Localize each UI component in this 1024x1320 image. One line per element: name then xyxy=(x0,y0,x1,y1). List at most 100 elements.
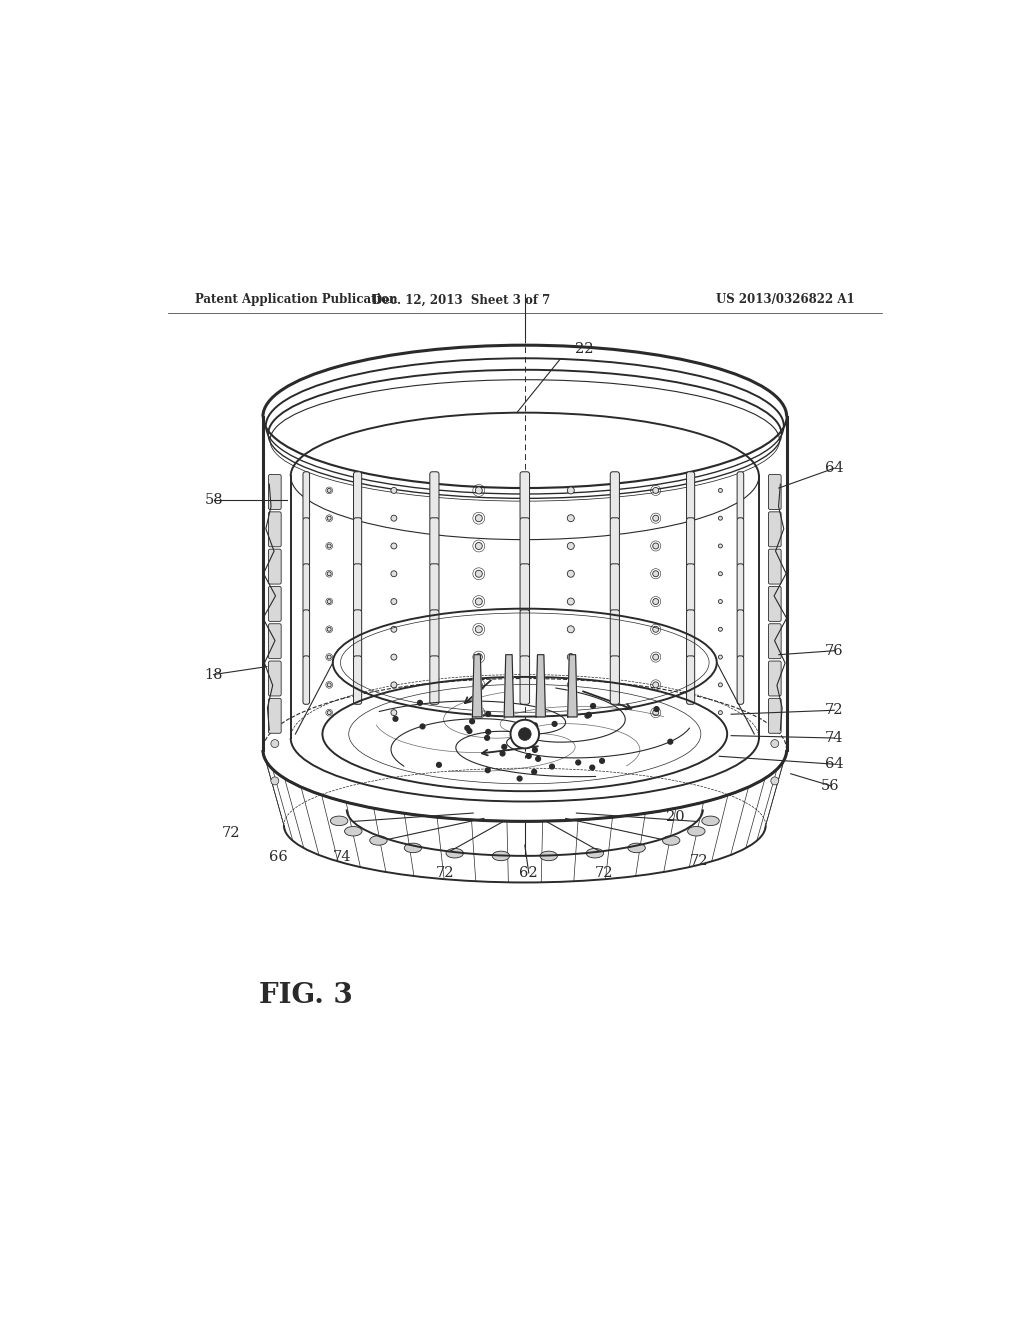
Circle shape xyxy=(719,572,722,576)
FancyBboxPatch shape xyxy=(303,656,309,705)
Circle shape xyxy=(585,713,590,718)
FancyBboxPatch shape xyxy=(430,610,439,659)
Circle shape xyxy=(567,570,574,577)
Circle shape xyxy=(652,543,658,549)
Text: 58: 58 xyxy=(205,492,223,507)
Circle shape xyxy=(485,730,490,734)
FancyBboxPatch shape xyxy=(353,517,361,566)
Circle shape xyxy=(567,487,574,494)
Text: 56: 56 xyxy=(821,779,840,792)
Circle shape xyxy=(391,598,397,605)
Circle shape xyxy=(532,747,538,752)
FancyBboxPatch shape xyxy=(430,564,439,612)
Circle shape xyxy=(518,727,531,741)
FancyBboxPatch shape xyxy=(737,471,743,520)
Text: 66: 66 xyxy=(269,850,288,865)
FancyBboxPatch shape xyxy=(430,656,439,705)
Circle shape xyxy=(652,515,658,521)
FancyBboxPatch shape xyxy=(768,661,781,696)
Circle shape xyxy=(391,515,397,521)
FancyBboxPatch shape xyxy=(520,610,529,659)
FancyBboxPatch shape xyxy=(430,471,439,520)
Circle shape xyxy=(552,722,557,726)
FancyBboxPatch shape xyxy=(737,610,743,659)
Circle shape xyxy=(567,543,574,549)
Text: 64: 64 xyxy=(825,758,844,771)
Circle shape xyxy=(475,653,482,660)
Ellipse shape xyxy=(344,826,362,836)
Text: FIG. 3: FIG. 3 xyxy=(259,982,352,1010)
Ellipse shape xyxy=(628,843,645,853)
Circle shape xyxy=(575,760,581,764)
Text: 18: 18 xyxy=(205,668,223,681)
FancyBboxPatch shape xyxy=(686,517,694,566)
Text: 72: 72 xyxy=(595,866,613,880)
Circle shape xyxy=(719,655,722,659)
FancyBboxPatch shape xyxy=(520,471,529,520)
FancyBboxPatch shape xyxy=(610,656,620,705)
FancyBboxPatch shape xyxy=(303,471,309,520)
Ellipse shape xyxy=(370,836,387,845)
Circle shape xyxy=(475,626,482,632)
Circle shape xyxy=(270,628,279,636)
Circle shape xyxy=(328,682,331,686)
Circle shape xyxy=(418,701,422,705)
Circle shape xyxy=(328,488,331,492)
FancyBboxPatch shape xyxy=(610,610,620,659)
Circle shape xyxy=(328,599,331,603)
Circle shape xyxy=(652,655,658,660)
Circle shape xyxy=(467,729,472,734)
Text: 20: 20 xyxy=(667,810,685,825)
Circle shape xyxy=(526,754,531,759)
FancyBboxPatch shape xyxy=(737,517,743,566)
Circle shape xyxy=(328,627,331,631)
FancyBboxPatch shape xyxy=(268,698,282,734)
Circle shape xyxy=(719,544,722,548)
Polygon shape xyxy=(472,655,482,717)
Circle shape xyxy=(590,766,595,770)
FancyBboxPatch shape xyxy=(268,661,282,696)
Circle shape xyxy=(771,702,778,710)
Circle shape xyxy=(652,598,658,605)
Circle shape xyxy=(591,704,595,709)
Circle shape xyxy=(391,570,397,577)
Ellipse shape xyxy=(493,851,510,861)
Circle shape xyxy=(567,681,574,688)
Circle shape xyxy=(652,487,658,494)
Text: 72: 72 xyxy=(436,866,455,880)
Circle shape xyxy=(771,739,778,747)
FancyBboxPatch shape xyxy=(686,471,694,520)
FancyBboxPatch shape xyxy=(268,512,282,546)
Circle shape xyxy=(567,653,574,660)
Text: 76: 76 xyxy=(825,644,844,657)
Circle shape xyxy=(391,626,397,632)
Circle shape xyxy=(652,682,658,688)
Circle shape xyxy=(652,710,658,715)
Text: 22: 22 xyxy=(575,342,594,356)
FancyBboxPatch shape xyxy=(768,698,781,734)
Polygon shape xyxy=(504,655,514,717)
Text: 74: 74 xyxy=(825,731,844,744)
Circle shape xyxy=(654,706,658,711)
Ellipse shape xyxy=(540,851,557,861)
Circle shape xyxy=(270,553,279,561)
Ellipse shape xyxy=(663,836,680,845)
Circle shape xyxy=(719,627,722,631)
FancyBboxPatch shape xyxy=(430,517,439,566)
Circle shape xyxy=(436,763,441,767)
Circle shape xyxy=(502,744,507,750)
Circle shape xyxy=(475,709,482,717)
Ellipse shape xyxy=(446,849,464,858)
Circle shape xyxy=(475,543,482,549)
Circle shape xyxy=(600,759,604,763)
Circle shape xyxy=(550,764,554,770)
Circle shape xyxy=(270,739,279,747)
Circle shape xyxy=(270,702,279,710)
FancyBboxPatch shape xyxy=(353,656,361,705)
FancyBboxPatch shape xyxy=(303,517,309,566)
FancyBboxPatch shape xyxy=(520,656,529,705)
Circle shape xyxy=(652,626,658,632)
Circle shape xyxy=(470,719,474,723)
FancyBboxPatch shape xyxy=(686,564,694,612)
Circle shape xyxy=(328,655,331,659)
